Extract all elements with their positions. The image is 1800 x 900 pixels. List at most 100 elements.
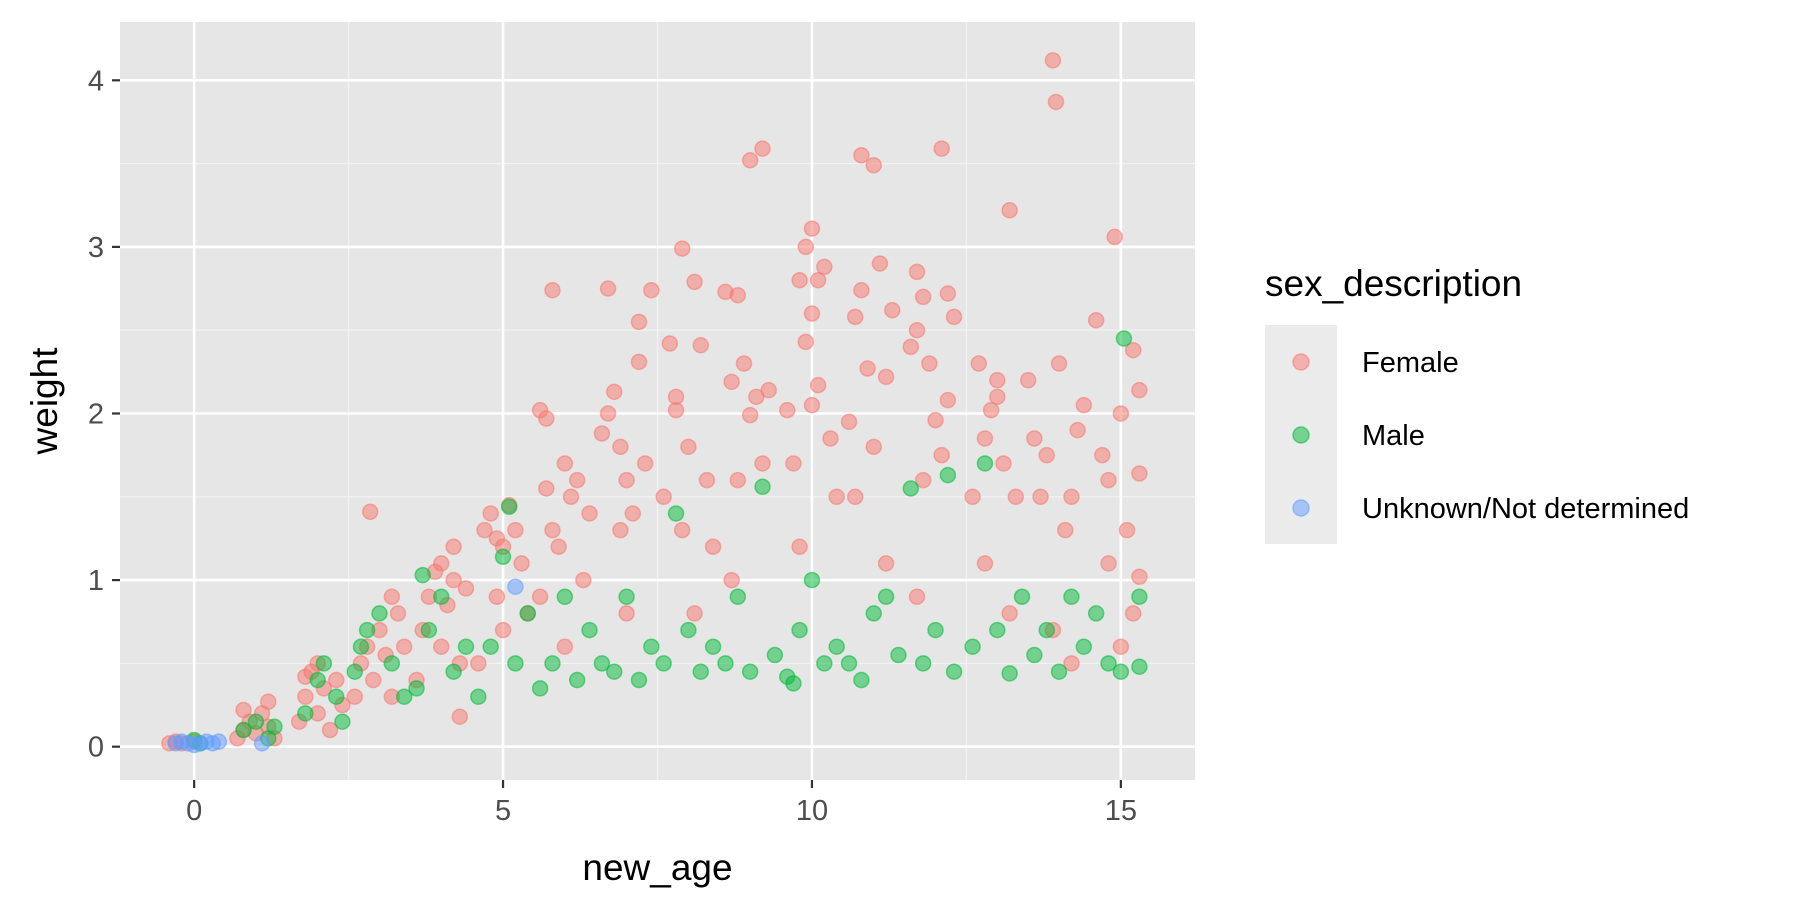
data-point: [673, 521, 691, 539]
data-point: [970, 355, 988, 372]
axis-ticks: [112, 79, 1122, 788]
data-point: [1112, 663, 1130, 680]
data-point: [828, 638, 845, 655]
data-point: [791, 538, 808, 556]
data-point: [1007, 488, 1025, 506]
data-point: [723, 373, 740, 391]
data-point: [538, 410, 555, 427]
data-point: [266, 718, 283, 735]
data-point: [513, 555, 530, 572]
data-point: [451, 708, 469, 725]
data-point: [803, 396, 821, 414]
data-point: [908, 588, 926, 605]
data-point: [686, 273, 703, 291]
data-point: [1075, 396, 1093, 414]
series-male: [185, 330, 1148, 752]
data-point: [754, 140, 771, 157]
data-point: [1100, 471, 1117, 489]
data-point: [884, 301, 901, 319]
data-point: [445, 538, 462, 556]
data-point: [624, 505, 642, 522]
data-point: [643, 281, 660, 299]
data-point: [433, 638, 450, 655]
legend-label: Male: [1362, 420, 1425, 452]
data-point: [1131, 568, 1148, 586]
data-point: [939, 391, 957, 409]
data-point: [735, 355, 753, 372]
data-point: [383, 655, 401, 672]
data-point: [859, 360, 876, 377]
data-point: [741, 663, 759, 680]
data-point: [327, 671, 345, 689]
data-point: [1115, 330, 1133, 347]
data-point: [482, 505, 499, 522]
data-point: [556, 588, 574, 605]
data-point: [235, 721, 252, 739]
data-point: [1087, 605, 1105, 622]
data-point: [519, 605, 537, 622]
data-point: [408, 680, 425, 697]
data-point: [568, 671, 586, 689]
data-point: [778, 401, 796, 419]
data-point: [334, 713, 351, 730]
data-point: [488, 530, 506, 547]
data-point: [686, 605, 703, 622]
data-point: [1106, 228, 1123, 246]
data-point: [575, 571, 592, 589]
data-point: [809, 376, 827, 394]
data-point: [414, 566, 431, 584]
data-point: [704, 538, 722, 556]
data-point: [865, 157, 882, 174]
data-point: [877, 555, 895, 572]
data-point: [908, 321, 926, 339]
data-point: [445, 663, 462, 680]
data-point: [754, 455, 771, 472]
data-point: [945, 663, 963, 680]
data-point: [321, 721, 339, 739]
data-point: [846, 308, 864, 326]
data-point: [741, 152, 759, 169]
data-point: [680, 438, 697, 456]
data-point: [297, 705, 314, 722]
data-point: [964, 638, 981, 655]
data-point: [1050, 355, 1068, 372]
data-point: [606, 663, 623, 680]
data-point: [457, 638, 475, 655]
data-point: [933, 140, 950, 157]
data-point: [1050, 663, 1068, 680]
data-point: [1063, 588, 1080, 605]
data-point: [982, 401, 1000, 419]
data-point: [470, 688, 487, 705]
data-point: [976, 455, 994, 472]
data-point: [550, 538, 567, 556]
data-point: [361, 503, 379, 521]
data-point: [1044, 52, 1062, 69]
data-point: [1013, 588, 1031, 605]
data-point: [457, 580, 475, 597]
data-point: [630, 353, 648, 371]
data-point: [729, 588, 747, 605]
y-tick-label: 0: [88, 732, 104, 764]
x-tick-label: 15: [1105, 795, 1137, 827]
data-point: [655, 655, 672, 672]
data-point: [1032, 488, 1049, 506]
data-point: [581, 621, 598, 639]
data-point: [840, 413, 858, 431]
data-point: [1131, 381, 1148, 399]
data-point: [494, 548, 512, 566]
data-point: [630, 671, 648, 689]
y-tick-label: 4: [88, 65, 104, 97]
data-point: [865, 605, 882, 622]
data-point: [568, 471, 586, 489]
data-point: [797, 333, 815, 351]
data-point: [327, 688, 345, 705]
data-point: [1001, 665, 1018, 682]
data-point: [210, 733, 228, 750]
data-point: [667, 401, 685, 419]
data-point: [599, 405, 617, 422]
data-point: [470, 655, 487, 672]
data-point: [476, 521, 493, 539]
data-point: [1094, 446, 1111, 464]
data-point: [809, 271, 827, 289]
data-point: [315, 655, 333, 672]
